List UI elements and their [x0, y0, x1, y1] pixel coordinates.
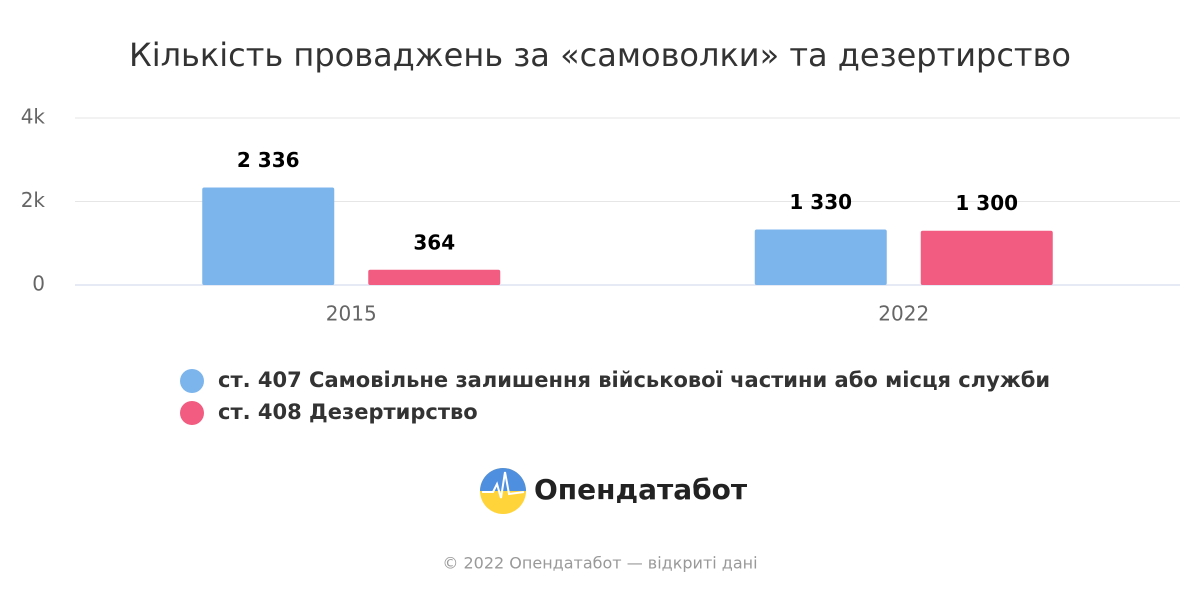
bar	[202, 187, 335, 285]
credits: © 2022 Опендатабот — відкриті дані	[442, 554, 757, 573]
legend-marker	[180, 401, 204, 425]
x-tick-label: 2022	[878, 302, 929, 326]
chart-title: Кількість проваджень за «самоволки» та д…	[129, 36, 1071, 74]
legend-label: ст. 408 Дезертирство	[218, 400, 478, 424]
data-label: 364	[413, 230, 455, 254]
legend-marker	[180, 369, 204, 393]
y-tick-label: 4k	[21, 105, 46, 129]
bar	[368, 269, 501, 285]
legend-label: ст. 407 Самовільне залишення військової …	[218, 368, 1050, 392]
data-label: 2 336	[237, 148, 300, 172]
data-label: 1 330	[789, 190, 852, 214]
logo: Опендатабот	[480, 468, 748, 514]
logo-pulse	[482, 471, 525, 499]
x-tick-label: 2015	[326, 302, 377, 326]
data-label: 1 300	[955, 191, 1018, 215]
y-tick-label: 0	[32, 272, 45, 296]
logo-text: Опендатабот	[534, 473, 748, 506]
y-tick-label: 2k	[21, 188, 46, 212]
bar	[920, 230, 1053, 285]
bar	[754, 229, 887, 285]
